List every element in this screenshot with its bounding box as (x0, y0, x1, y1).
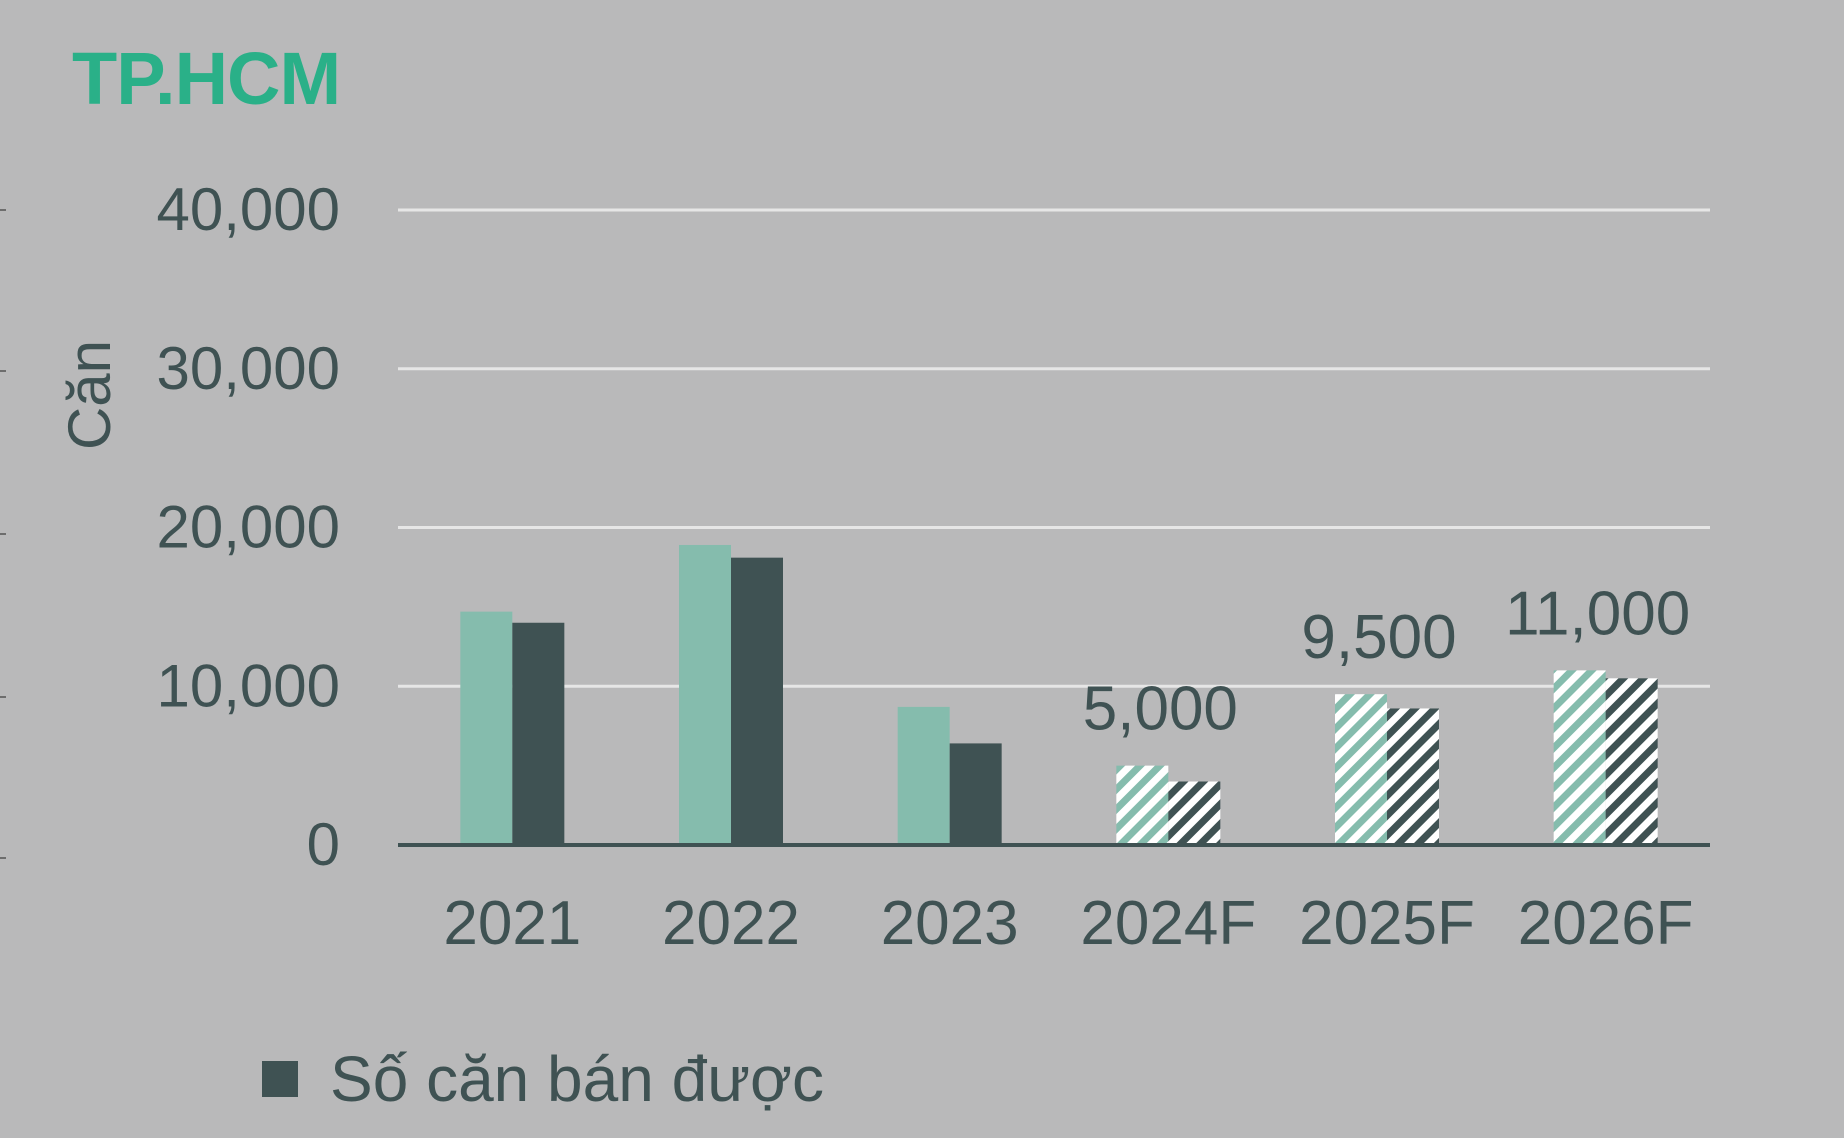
x-tick-label: 2026F (1518, 889, 1694, 958)
gridlines (398, 208, 1710, 688)
bar (679, 544, 731, 845)
y-tick-label: 10,000 (156, 652, 340, 719)
x-tick-label: 2023 (881, 889, 1019, 958)
y-tick-label: 30,000 (156, 335, 340, 402)
data-label: 5,000 (1083, 675, 1238, 744)
bar (1168, 781, 1221, 845)
bar (731, 557, 783, 845)
y-axis-ticks: 0 10,000 20,000 30,000 40,000 (156, 176, 340, 878)
x-tick-label: 2024F (1080, 889, 1256, 958)
x-tick-label: 2025F (1299, 889, 1475, 958)
x-axis-ticks: 2021 2022 2023 2024F 2025F 2026F (443, 889, 1693, 958)
bar (1335, 694, 1387, 845)
y-tick-label: 40,000 (156, 176, 340, 243)
left-edge-ticks (0, 209, 6, 859)
bar (949, 743, 1002, 845)
bars (460, 544, 1658, 845)
x-tick-label: 2021 (443, 889, 581, 958)
bar (1116, 765, 1169, 845)
chart-title: TP.HCM (72, 37, 341, 120)
bar (460, 611, 513, 845)
legend-label: Số căn bán được (330, 1043, 824, 1115)
legend: Số căn bán được (262, 1042, 824, 1116)
bar (512, 622, 565, 845)
data-label: 11,000 (1505, 579, 1690, 648)
data-labels: 5,000 9,500 11,000 (1083, 579, 1690, 743)
y-tick-label: 20,000 (156, 494, 340, 561)
bar (897, 706, 950, 845)
y-axis-label: Căn (56, 340, 123, 450)
bar (1605, 678, 1658, 845)
data-label: 9,500 (1301, 603, 1456, 672)
x-tick-label: 2022 (662, 889, 800, 958)
bar (1387, 708, 1439, 845)
bar (1553, 670, 1606, 845)
legend-swatch (262, 1061, 298, 1097)
y-tick-label: 0 (307, 811, 340, 878)
